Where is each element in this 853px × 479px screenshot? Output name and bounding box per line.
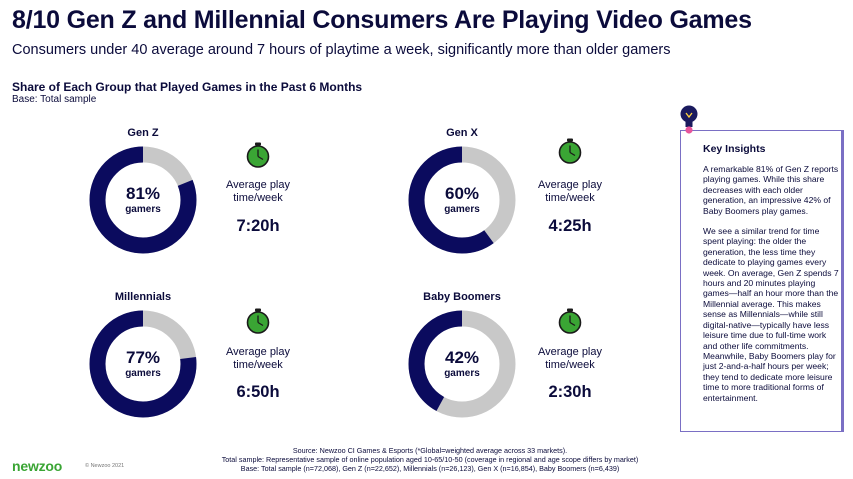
group-label: Baby Boomers <box>423 291 501 303</box>
page-subtitle: Consumers under 40 average around 7 hour… <box>12 42 671 58</box>
group-label: Gen X <box>446 127 478 139</box>
copyright: © Newzoo 2021 <box>85 463 125 469</box>
avg-play-line2: time/week <box>233 192 283 204</box>
avg-play-label: Average play time/week <box>213 179 303 205</box>
avg-play-line1: Average play <box>225 179 290 191</box>
avg-play-label: Average play time/week <box>525 179 615 205</box>
newzoo-logo: newzoo <box>12 458 63 474</box>
avg-play-line1: Average play <box>225 346 290 358</box>
gamers-label: gamers <box>125 204 161 215</box>
donut-chart <box>408 310 516 418</box>
group-gen-x: Gen X 60% gamers Average play time/week … <box>407 127 707 277</box>
gamers-label: gamers <box>444 204 480 215</box>
donut-center: 81% gamers <box>88 145 198 255</box>
base-note: Base: Total sample <box>12 94 97 105</box>
percent-label: 77% <box>125 348 161 367</box>
avg-play-line2: time/week <box>545 192 595 204</box>
source-footnote: Source: Newzoo CI Games & Esports (*Glob… <box>170 446 690 473</box>
percent-label: 42% <box>444 348 480 367</box>
donut-filled-segment <box>408 310 516 418</box>
gamers-label: gamers <box>444 368 480 379</box>
percent-label: 60% <box>444 184 480 203</box>
avg-play-line1: Average play <box>537 179 602 191</box>
section-title: Share of Each Group that Played Games in… <box>12 80 363 94</box>
donut-center: 60% gamers <box>407 145 517 255</box>
key-insights-title: Key Insights <box>703 143 766 155</box>
donut-center: 77% gamers <box>88 309 198 419</box>
key-insights-body: A remarkable 81% of Gen Z reports playin… <box>703 164 841 413</box>
group-baby-boomers: Baby Boomers 42% gamers Average play tim… <box>407 291 707 441</box>
group-label: Millennials <box>114 291 172 303</box>
percent-label: 81% <box>125 184 161 203</box>
avg-play-label: Average play time/week <box>525 346 615 372</box>
donut-chart <box>408 146 516 254</box>
lightbulb-icon <box>680 105 698 134</box>
avg-play-label: Average play time/week <box>213 346 303 372</box>
clock-icon <box>558 308 582 334</box>
insight-paragraph: We see a similar trend for time spent pl… <box>703 226 839 403</box>
footnote-line: Total sample: Representative sample of o… <box>221 455 639 464</box>
clock-icon <box>246 142 270 168</box>
donut-filled-segment <box>89 146 197 254</box>
donut-filled-segment <box>408 146 516 254</box>
avg-play-time: 4:25h <box>548 217 592 235</box>
group-label: Gen Z <box>127 127 159 139</box>
group-millennials: Millennials 77% gamers Average play time… <box>88 291 388 441</box>
gamers-label: gamers <box>125 368 161 379</box>
avg-play-line1: Average play <box>537 346 602 358</box>
donut-chart <box>89 146 197 254</box>
avg-play-line2: time/week <box>233 359 283 371</box>
page-title: 8/10 Gen Z and Millennial Consumers Are … <box>12 6 752 34</box>
key-insights-panel: Key Insights A remarkable 81% of Gen Z r… <box>680 130 844 432</box>
avg-play-time: 6:50h <box>236 383 280 401</box>
donut-center: 42% gamers <box>407 309 517 419</box>
donut-chart <box>89 310 197 418</box>
footnote-line: Base: Total sample (n=72,068), Gen Z (n=… <box>240 464 620 473</box>
donut-filled-segment <box>89 310 197 418</box>
footnote-line: Source: Newzoo CI Games & Esports (*Glob… <box>292 446 568 455</box>
clock-icon <box>246 308 270 334</box>
avg-play-line2: time/week <box>545 359 595 371</box>
group-gen-z: Gen Z 81% gamers Average play time/week … <box>88 127 388 277</box>
avg-play-time: 2:30h <box>548 383 592 401</box>
insight-paragraph: A remarkable 81% of Gen Z reports playin… <box>703 164 839 216</box>
clock-icon <box>558 138 582 164</box>
avg-play-time: 7:20h <box>236 217 280 235</box>
